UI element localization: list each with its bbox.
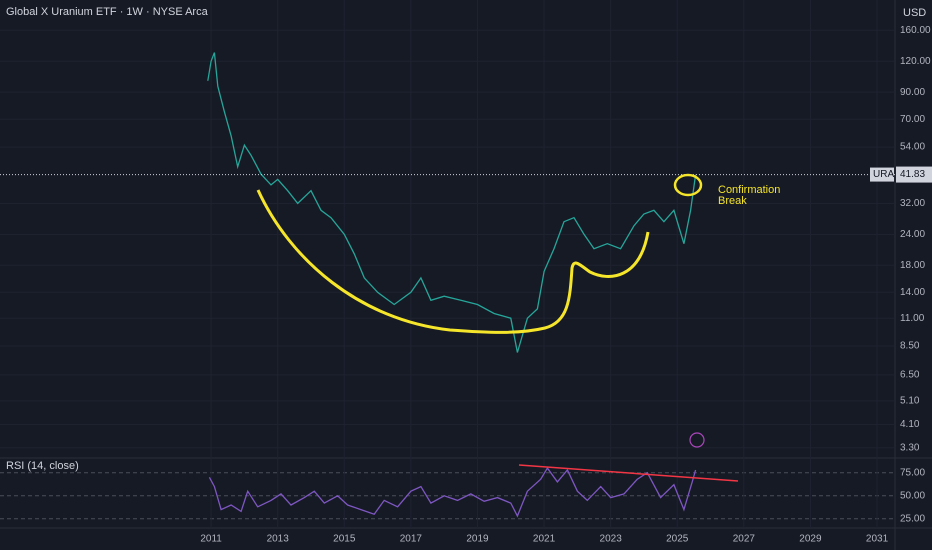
symbol-label: URA bbox=[873, 169, 894, 180]
x-tick-label: 2027 bbox=[733, 534, 756, 545]
y-tick-label: 8.50 bbox=[900, 341, 920, 352]
x-tick-label: 2013 bbox=[267, 534, 290, 545]
alert-icon bbox=[689, 432, 705, 448]
y-tick-label: 120.00 bbox=[900, 56, 931, 67]
annotation: Confirmation bbox=[718, 184, 780, 196]
y-tick-label: 14.00 bbox=[900, 287, 925, 298]
price-line bbox=[208, 466, 697, 518]
y-tick-label: 5.10 bbox=[900, 396, 920, 407]
breakout-circle bbox=[673, 173, 703, 197]
price-box bbox=[896, 166, 932, 183]
x-tick-label: 2015 bbox=[333, 534, 356, 545]
currency-label: USD bbox=[903, 7, 926, 19]
y-tick-label: 90.00 bbox=[900, 87, 925, 98]
y-tick-label: 4.10 bbox=[900, 419, 920, 430]
last-price-label: 41.83 bbox=[900, 169, 925, 180]
rsi-trendline bbox=[518, 464, 739, 482]
x-tick-label: 2021 bbox=[533, 534, 556, 545]
x-tick-label: 2017 bbox=[400, 534, 423, 545]
x-tick-label: 2031 bbox=[866, 534, 889, 545]
y-tick-label: 25.00 bbox=[900, 513, 925, 524]
y-tick-label: 50.00 bbox=[900, 490, 925, 501]
cup-handle-drawing bbox=[256, 189, 650, 334]
y-tick-label: 160.00 bbox=[900, 25, 931, 36]
chart-title: Global X Uranium ETF · 1W · NYSE Arca bbox=[6, 6, 209, 18]
rsi-title: RSI (14, close) bbox=[6, 460, 79, 472]
x-tick-label: 2023 bbox=[600, 534, 623, 545]
y-tick-label: 3.30 bbox=[900, 442, 920, 453]
x-tick-label: 2011 bbox=[200, 534, 222, 545]
y-tick-label: 18.00 bbox=[900, 260, 925, 271]
x-tick-label: 2029 bbox=[799, 534, 822, 545]
grid bbox=[0, 0, 895, 528]
y-tick-label: 70.00 bbox=[900, 114, 925, 125]
price-line bbox=[207, 52, 697, 353]
x-tick-label: 2025 bbox=[666, 534, 689, 545]
y-tick-label: 6.50 bbox=[900, 369, 920, 380]
y-tick-label: 54.00 bbox=[900, 142, 925, 153]
marks bbox=[0, 52, 895, 518]
y-tick-label: 32.00 bbox=[900, 198, 925, 209]
symbol-box bbox=[870, 167, 894, 182]
y-tick-label: 11.00 bbox=[900, 313, 925, 324]
y-tick-label: 75.00 bbox=[900, 467, 925, 478]
annotation: Break bbox=[718, 195, 747, 207]
x-tick-label: 2019 bbox=[466, 534, 489, 545]
y-tick-label: 24.00 bbox=[900, 229, 925, 240]
